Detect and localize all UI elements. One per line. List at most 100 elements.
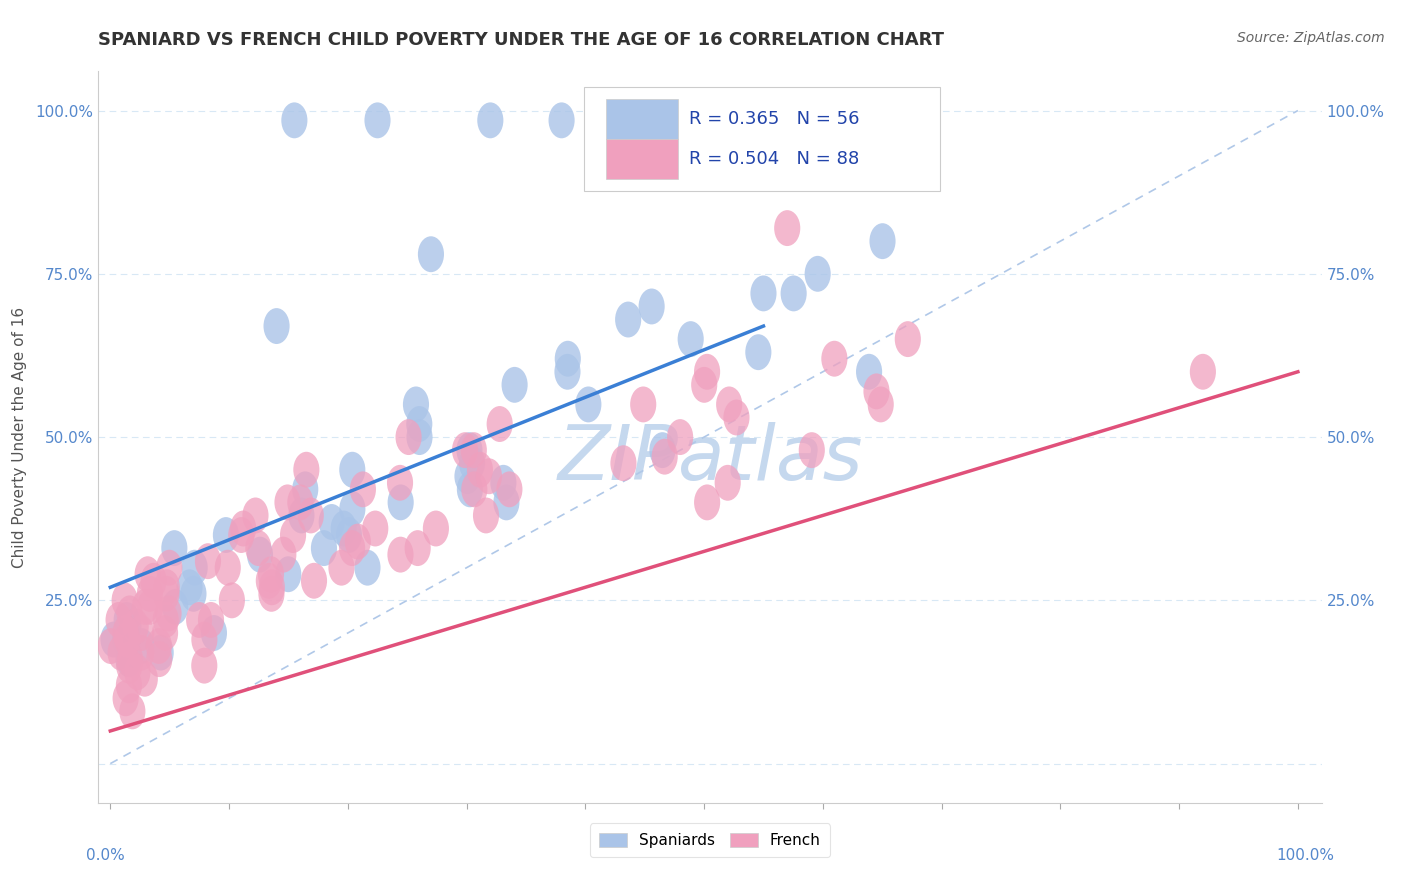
Ellipse shape <box>467 451 494 488</box>
Ellipse shape <box>191 622 218 657</box>
Ellipse shape <box>228 517 254 553</box>
Ellipse shape <box>301 563 328 599</box>
Ellipse shape <box>198 602 224 638</box>
Ellipse shape <box>259 576 284 612</box>
Ellipse shape <box>107 634 134 671</box>
Ellipse shape <box>695 354 720 390</box>
Ellipse shape <box>111 582 138 618</box>
Ellipse shape <box>364 103 391 138</box>
Ellipse shape <box>868 386 894 423</box>
Ellipse shape <box>418 236 444 272</box>
Ellipse shape <box>494 484 519 520</box>
Ellipse shape <box>135 557 160 592</box>
Text: R = 0.504   N = 88: R = 0.504 N = 88 <box>689 150 859 168</box>
Ellipse shape <box>276 557 301 592</box>
Ellipse shape <box>724 400 749 435</box>
Ellipse shape <box>614 301 641 337</box>
Ellipse shape <box>638 288 665 325</box>
Ellipse shape <box>630 386 657 423</box>
Ellipse shape <box>120 693 145 730</box>
Ellipse shape <box>555 341 581 376</box>
Ellipse shape <box>256 563 281 599</box>
Ellipse shape <box>388 537 413 573</box>
Text: 0.0%: 0.0% <box>86 848 125 863</box>
Ellipse shape <box>869 223 896 259</box>
Ellipse shape <box>714 465 741 500</box>
Ellipse shape <box>132 661 157 697</box>
Ellipse shape <box>100 622 127 657</box>
Ellipse shape <box>294 451 319 488</box>
Ellipse shape <box>404 386 429 423</box>
Ellipse shape <box>148 634 174 671</box>
Ellipse shape <box>270 537 297 573</box>
Ellipse shape <box>457 433 482 468</box>
Ellipse shape <box>496 471 523 508</box>
Ellipse shape <box>136 576 163 612</box>
Ellipse shape <box>231 510 256 547</box>
Ellipse shape <box>695 484 720 520</box>
Ellipse shape <box>146 641 173 677</box>
Ellipse shape <box>129 628 155 664</box>
Ellipse shape <box>287 484 314 520</box>
Ellipse shape <box>180 576 207 612</box>
Ellipse shape <box>856 354 882 390</box>
Ellipse shape <box>451 433 478 468</box>
Ellipse shape <box>117 641 143 677</box>
Ellipse shape <box>128 634 155 671</box>
Ellipse shape <box>339 530 366 566</box>
Ellipse shape <box>97 628 124 664</box>
Ellipse shape <box>132 589 157 624</box>
Ellipse shape <box>201 615 226 651</box>
Text: R = 0.365   N = 56: R = 0.365 N = 56 <box>689 110 859 128</box>
Ellipse shape <box>458 445 485 481</box>
Ellipse shape <box>280 517 307 553</box>
Ellipse shape <box>350 471 375 508</box>
Ellipse shape <box>195 543 221 579</box>
Ellipse shape <box>105 602 132 638</box>
Ellipse shape <box>186 602 212 638</box>
Ellipse shape <box>354 549 381 586</box>
Text: 100.0%: 100.0% <box>1275 848 1334 863</box>
Ellipse shape <box>651 439 678 475</box>
Ellipse shape <box>751 276 776 311</box>
Ellipse shape <box>122 608 149 644</box>
Ellipse shape <box>775 211 800 246</box>
Ellipse shape <box>336 517 361 553</box>
Ellipse shape <box>177 569 202 606</box>
Ellipse shape <box>821 341 848 376</box>
Ellipse shape <box>153 576 180 612</box>
Ellipse shape <box>247 537 273 573</box>
Ellipse shape <box>136 589 163 624</box>
Ellipse shape <box>716 386 742 423</box>
Ellipse shape <box>457 471 484 508</box>
Ellipse shape <box>344 524 371 559</box>
Ellipse shape <box>181 549 208 586</box>
Ellipse shape <box>257 557 284 592</box>
Ellipse shape <box>298 498 323 533</box>
Ellipse shape <box>141 563 166 599</box>
Ellipse shape <box>153 602 179 638</box>
Ellipse shape <box>242 498 269 533</box>
Ellipse shape <box>292 471 318 508</box>
Text: Source: ZipAtlas.com: Source: ZipAtlas.com <box>1237 31 1385 45</box>
Ellipse shape <box>894 321 921 357</box>
Ellipse shape <box>387 465 413 500</box>
Ellipse shape <box>472 498 499 533</box>
Text: SPANIARD VS FRENCH CHILD POVERTY UNDER THE AGE OF 16 CORRELATION CHART: SPANIARD VS FRENCH CHILD POVERTY UNDER T… <box>98 31 945 49</box>
Ellipse shape <box>124 654 150 690</box>
Ellipse shape <box>115 641 142 677</box>
Ellipse shape <box>863 374 890 409</box>
Ellipse shape <box>259 569 285 606</box>
Ellipse shape <box>406 419 433 455</box>
Ellipse shape <box>461 433 486 468</box>
Ellipse shape <box>548 103 575 138</box>
Ellipse shape <box>311 530 337 566</box>
Ellipse shape <box>477 103 503 138</box>
Ellipse shape <box>692 367 717 403</box>
Ellipse shape <box>423 510 449 547</box>
Ellipse shape <box>1189 354 1216 390</box>
Ellipse shape <box>114 622 141 657</box>
Ellipse shape <box>162 589 188 624</box>
Ellipse shape <box>288 498 315 533</box>
Ellipse shape <box>152 615 179 651</box>
